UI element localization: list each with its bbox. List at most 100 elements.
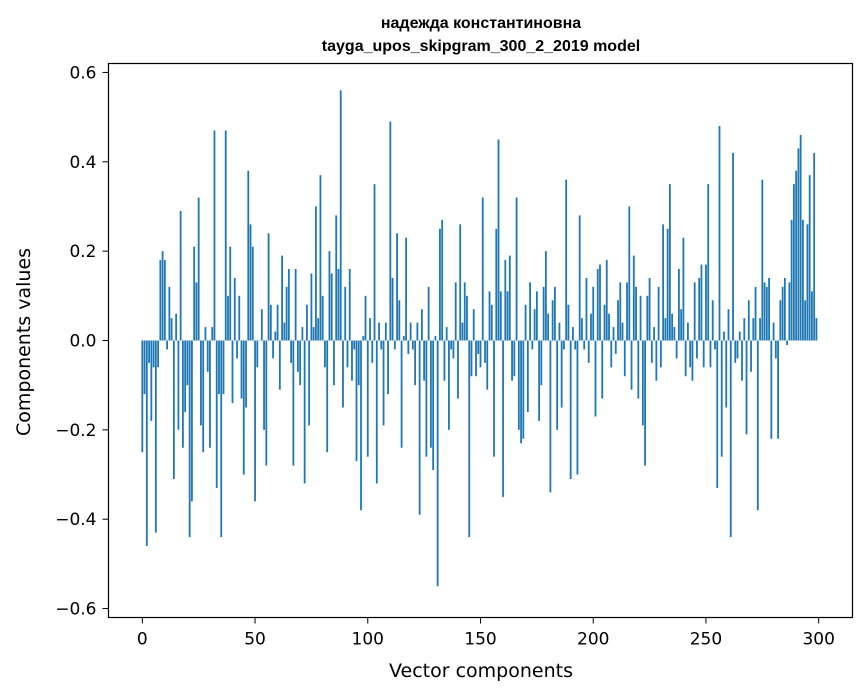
bar-component-128 [430,341,432,448]
bar-component-170 [525,305,527,341]
bar-component-55 [265,341,267,466]
bar-component-260 [728,309,730,340]
bar-component-102 [371,341,373,363]
bar-component-39 [229,247,231,341]
bar-component-38 [227,296,229,341]
y-tick-label: 0.4 [69,153,96,173]
bar-component-69 [297,341,299,372]
bar-component-183 [554,287,556,341]
bar-component-40 [232,341,234,404]
bar-component-15 [175,314,177,341]
bar-component-18 [182,341,184,448]
bar-component-157 [495,229,497,341]
bar-component-259 [725,341,727,408]
bar-component-104 [376,341,378,484]
bar-component-56 [268,233,270,340]
bar-component-206 [606,260,608,340]
bar-component-247 [698,278,700,341]
bar-component-164 [511,341,513,381]
bar-component-94 [353,341,355,350]
bar-component-279 [770,341,772,439]
bar-component-113 [396,233,398,340]
bar-component-200 [592,287,594,341]
bar-component-9 [162,251,164,340]
bar-component-196 [583,341,585,350]
bar-component-291 [797,148,799,340]
bar-component-297 [811,291,813,340]
bar-component-64 [286,287,288,341]
bar-component-60 [277,305,279,341]
bar-component-174 [534,309,536,340]
y-tick-label: 0.0 [69,332,96,352]
bar-component-107 [383,341,385,426]
bar-component-87 [338,269,340,340]
bar-component-34 [218,341,220,395]
bar-component-135 [446,327,448,340]
bar-component-216 [628,206,630,340]
bar-component-130 [435,336,437,340]
bar-component-134 [444,341,446,381]
bar-component-184 [556,341,558,430]
bar-component-110 [389,122,391,341]
bar-component-189 [568,305,570,341]
bar-component-129 [432,341,434,471]
bar-component-124 [421,309,423,340]
bar-component-123 [419,341,421,515]
bar-component-117 [405,238,407,341]
y-axis-label: Components values [13,248,35,436]
bar-component-148 [475,341,477,377]
bar-component-251 [707,184,709,340]
x-tick-label: 0 [137,630,148,650]
bar-component-47 [247,171,249,341]
bar-component-176 [538,341,540,421]
bar-component-144 [466,296,468,341]
bar-component-243 [689,341,691,368]
bar-component-33 [216,341,218,488]
bar-component-112 [394,341,396,350]
bar-component-54 [263,341,265,430]
bar-component-5 [153,341,155,368]
bar-component-159 [500,291,502,340]
bar-component-67 [292,341,294,466]
bar-component-255 [716,341,718,488]
bar-component-16 [177,341,179,430]
bar-component-95 [356,341,358,462]
bar-component-226 [651,341,653,363]
bar-component-280 [773,323,775,341]
bar-component-132 [439,229,441,341]
bar-component-88 [340,90,342,340]
bar-component-186 [561,341,563,408]
bar-component-59 [274,332,276,341]
bar-component-299 [816,318,818,340]
bar-component-86 [335,215,337,340]
bar-component-83 [329,251,331,340]
x-tick-label: 50 [244,630,266,650]
bar-component-161 [504,260,506,340]
bar-component-204 [601,341,603,399]
bar-component-80 [322,296,324,341]
bar-component-222 [642,341,644,426]
bar-component-138 [453,341,455,359]
bar-component-73 [306,305,308,341]
bar-component-48 [250,224,252,340]
bar-component-136 [448,341,450,430]
bar-component-244 [692,341,694,381]
bar-component-284 [782,287,784,341]
bar-component-269 [748,300,750,340]
y-tick-label: −0.2 [55,421,96,441]
bar-component-153 [486,341,488,390]
bar-component-25 [198,198,200,341]
chart-title-line1: надежда константиновна [381,15,581,32]
bar-component-187 [563,341,565,350]
bar-component-116 [403,336,405,340]
bar-component-26 [200,341,202,426]
bar-component-101 [369,318,371,340]
bar-component-63 [283,323,285,341]
bar-component-147 [473,309,475,340]
bar-component-194 [579,215,581,340]
bar-component-281 [775,341,777,359]
bar-component-49 [252,247,254,341]
bar-component-241 [685,341,687,377]
bar-component-271 [752,318,754,340]
bar-component-177 [540,341,542,386]
